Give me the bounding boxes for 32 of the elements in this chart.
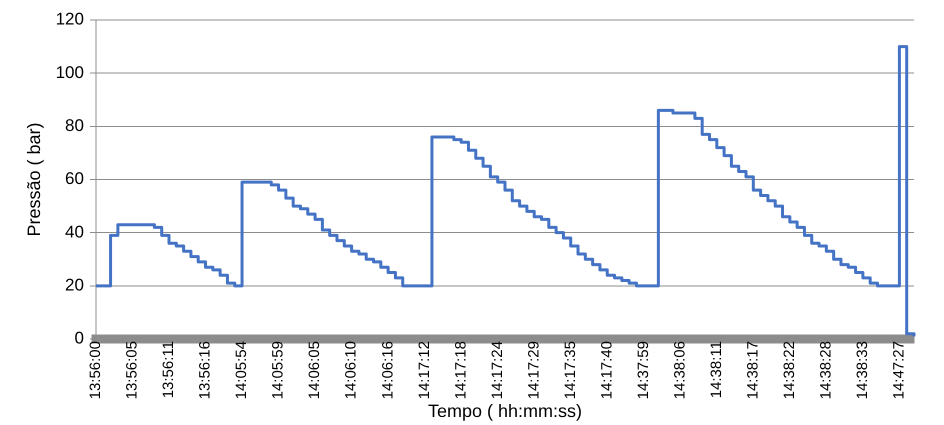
x-tick-label: 13:56:05	[124, 341, 141, 400]
x-tick-label: 14:38:06	[671, 341, 688, 400]
x-tick-label: 13:56:00	[87, 341, 104, 400]
x-tick-label: 14:17:18	[452, 341, 470, 400]
x-tick-label: 14:17:35	[562, 341, 579, 400]
x-tick-label: 14:17:24	[488, 341, 506, 400]
x-tick-label: 14:06:16	[379, 341, 396, 400]
x-tick-label: 14:17:12	[416, 341, 433, 400]
x-tick-label: 14:05:59	[270, 341, 287, 400]
x-tick-label: 14:06:05	[306, 341, 324, 400]
y-tick-label: 80	[65, 116, 84, 136]
y-axis-title: Pressão ( bar)	[24, 122, 44, 237]
x-tick-label: 14:06:10	[342, 341, 360, 400]
y-tick-label: 40	[65, 222, 84, 242]
x-tick-label: 14:38:33	[854, 341, 872, 400]
x-axis-title: Tempo ( hh:mm:ss)	[428, 401, 582, 422]
x-tick-label: 14:38:28	[817, 341, 834, 400]
y-tick-label: 20	[65, 276, 84, 295]
x-tick-label: 14:17:29	[525, 341, 542, 400]
y-tick-label: 120	[56, 10, 84, 29]
x-tick-label: 14:38:22	[780, 341, 798, 400]
y-tick-label: 100	[56, 62, 84, 82]
y-tick-label: 0	[74, 328, 84, 348]
x-tick-label: 14:05:54	[233, 341, 250, 400]
y-tick-label: 60	[65, 169, 84, 188]
x-tick-label: 14:38:11	[708, 341, 725, 398]
x-tick-label: 14:38:17	[744, 341, 762, 400]
x-tick-label: 14:17:40	[598, 341, 616, 400]
x-tick-label: 13:56:11	[160, 341, 178, 398]
x-tick-label: 13:56:16	[196, 341, 214, 400]
x-tick-label: 14:37:59	[634, 341, 652, 400]
x-tick-label: 14:47:27	[890, 341, 908, 400]
